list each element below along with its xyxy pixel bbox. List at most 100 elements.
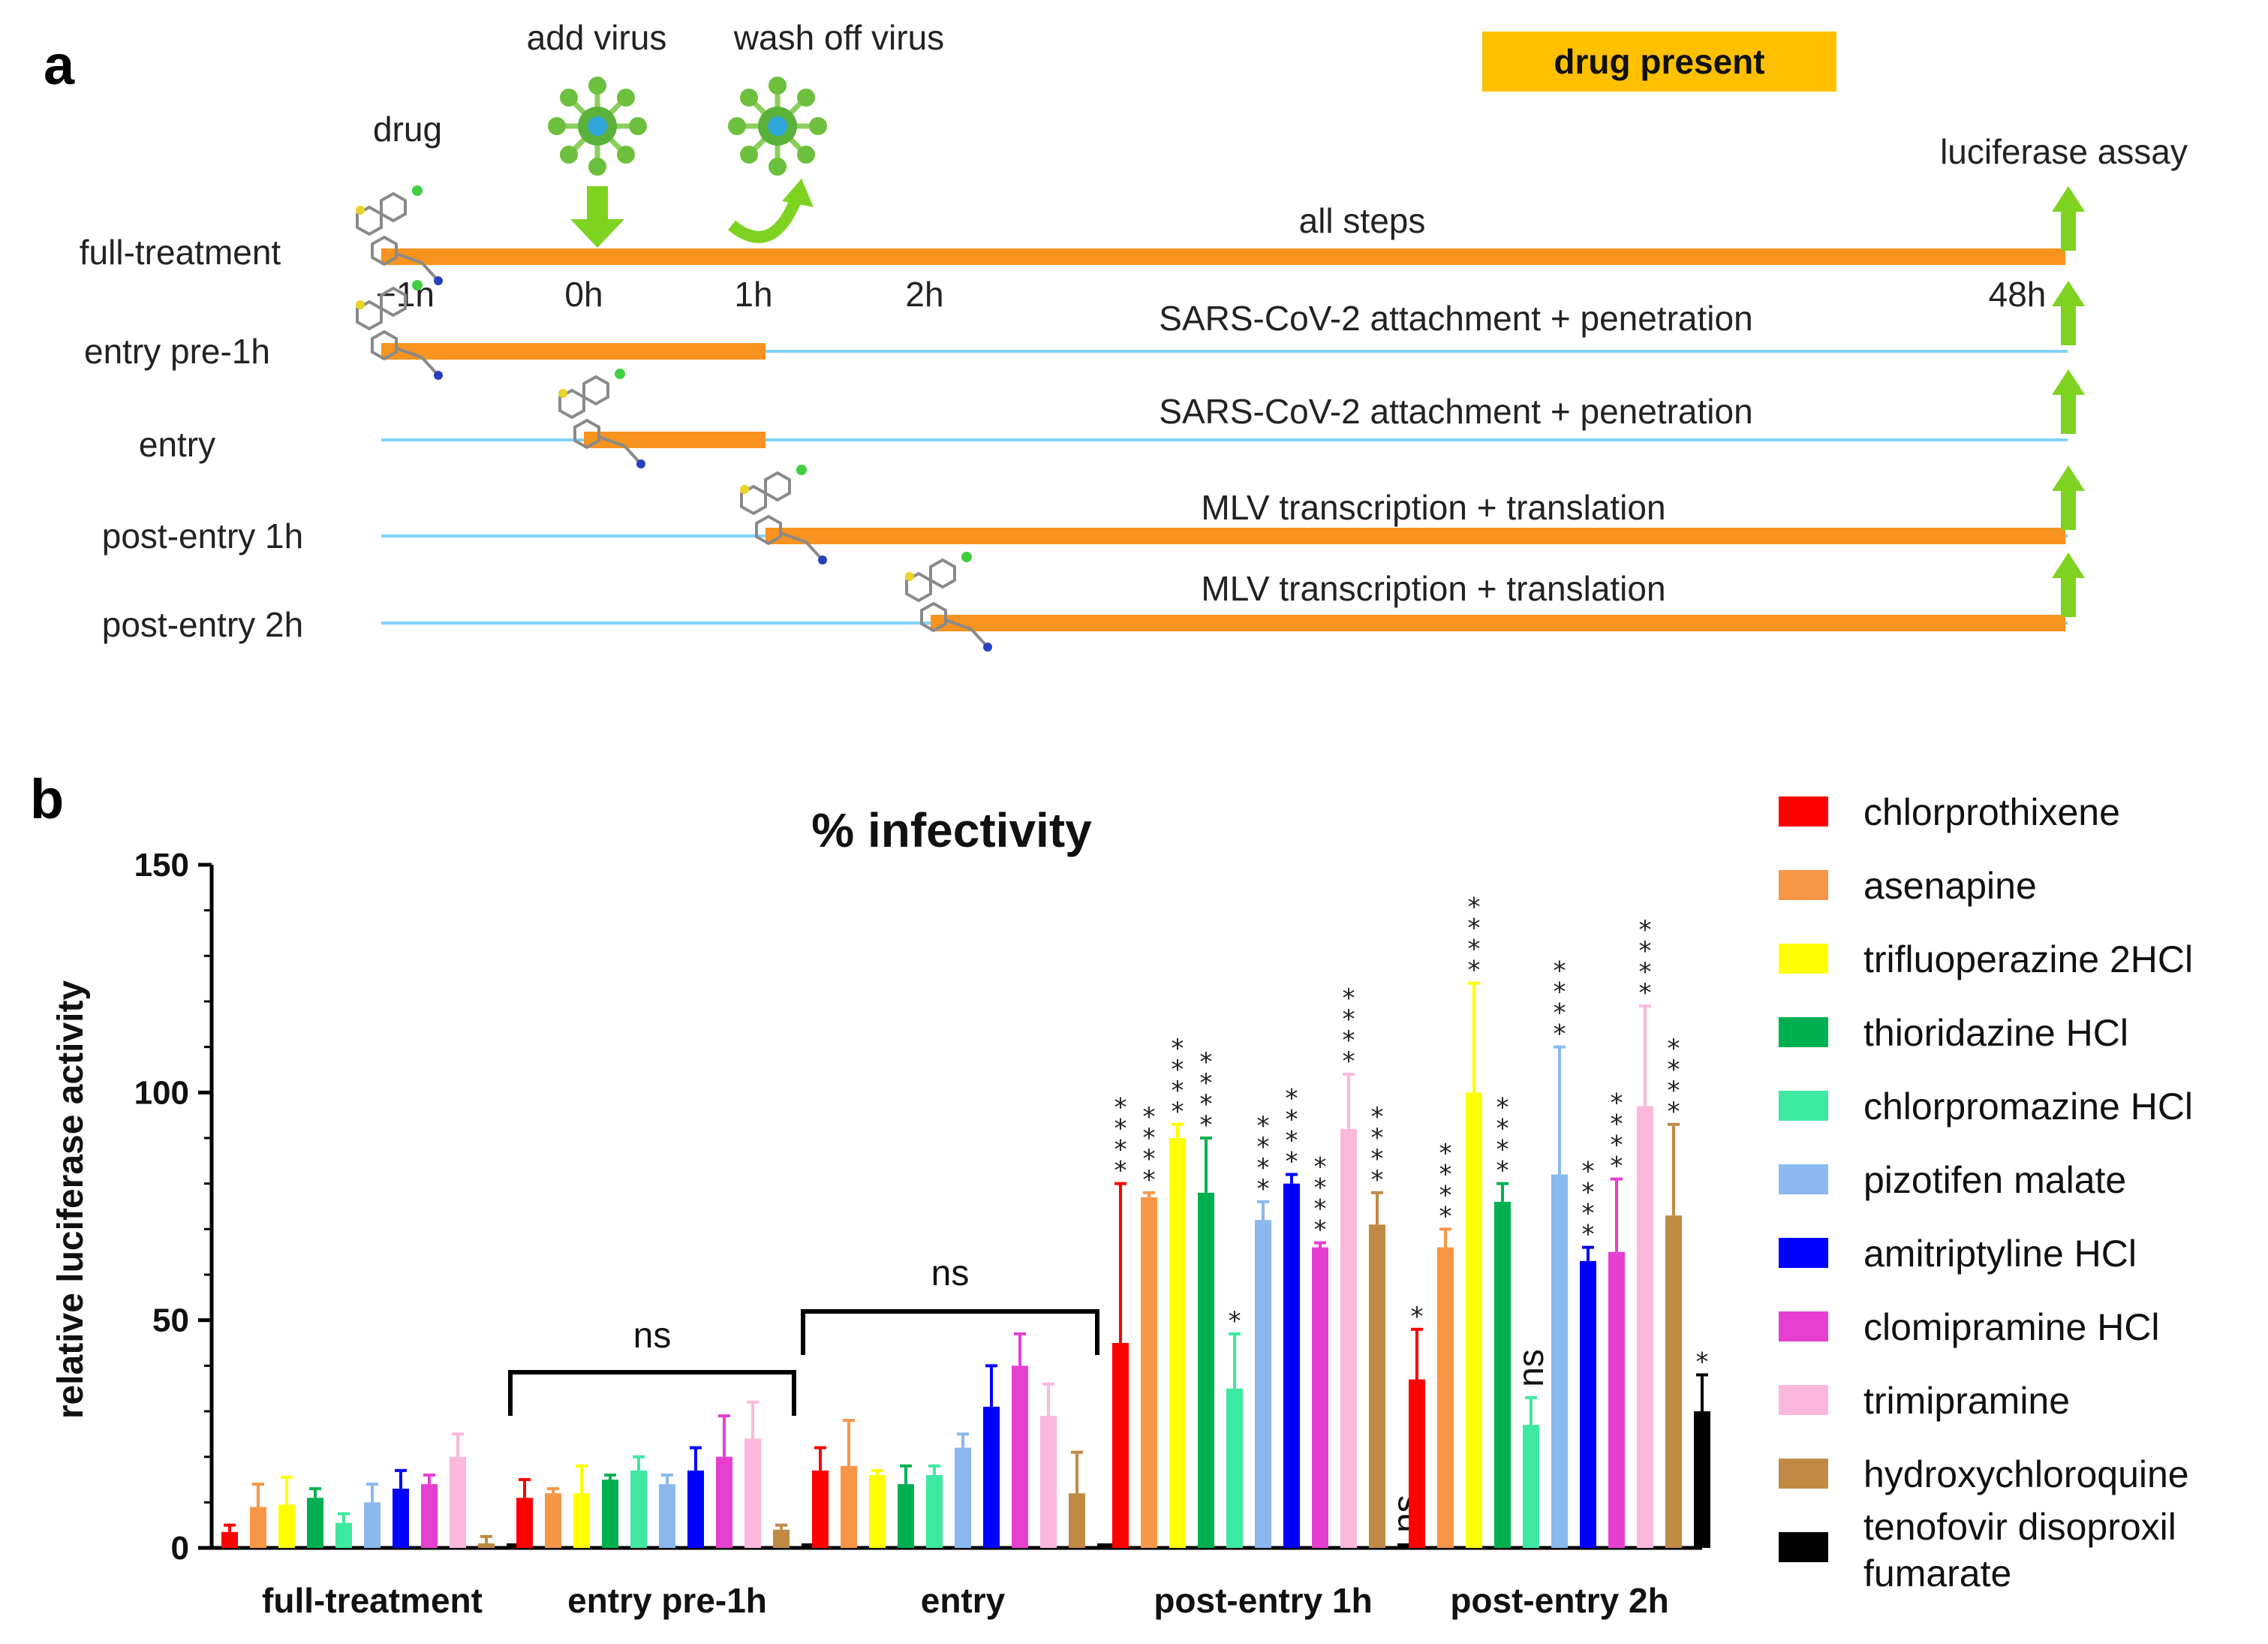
drug-present-bar — [584, 432, 766, 448]
significance-label: ns — [1511, 1349, 1551, 1387]
bar — [898, 1484, 914, 1548]
significance-star: * — [1439, 1201, 1452, 1231]
significance-star: * — [1496, 1156, 1509, 1186]
bar — [1012, 1365, 1028, 1548]
row-description: SARS-CoV-2 attachment + penetration — [1159, 392, 1752, 431]
bar — [1226, 1388, 1243, 1548]
significance-star: * — [1143, 1102, 1156, 1132]
bracket-label: ns — [633, 1316, 672, 1356]
bar — [773, 1529, 790, 1548]
bar — [1580, 1260, 1596, 1548]
y-tick-label: 100 — [134, 1074, 189, 1111]
significance-star: * — [1371, 1123, 1384, 1153]
y-tick-label: 50 — [152, 1302, 189, 1339]
significance-star: * — [1257, 1174, 1270, 1204]
x-category-label: entry pre-1h — [567, 1581, 767, 1620]
bar — [1409, 1379, 1425, 1548]
bar — [812, 1470, 829, 1548]
significance-star: * — [1114, 1135, 1127, 1165]
significance-star: * — [1314, 1152, 1327, 1182]
wash-off-label: wash off virus — [733, 18, 944, 57]
virus-icon-add — [548, 77, 647, 176]
bar — [450, 1456, 466, 1548]
significance-star: * — [1668, 1034, 1680, 1064]
significance-star: * — [1468, 914, 1481, 944]
bar — [630, 1470, 647, 1548]
luciferase-arrow-icon — [2052, 369, 2085, 434]
bar — [364, 1502, 381, 1548]
legend-label: chlorprothixene — [1863, 791, 2120, 833]
legend-label: hydroxychloroquine — [1863, 1453, 2189, 1495]
bar — [1312, 1247, 1328, 1548]
significance-star: * — [1172, 1076, 1184, 1106]
bar — [1283, 1183, 1300, 1548]
bar — [307, 1498, 323, 1548]
bar — [516, 1498, 533, 1548]
drug-present-label: drug present — [1554, 42, 1764, 81]
significance-star: * — [1371, 1165, 1384, 1195]
significance-star: * — [1496, 1114, 1509, 1144]
significance-star: * — [1496, 1135, 1509, 1165]
bar — [1112, 1343, 1129, 1548]
bar — [573, 1493, 590, 1548]
bar — [659, 1484, 675, 1548]
time-label: 48h — [1989, 275, 2047, 314]
significance-star: * — [1286, 1084, 1298, 1114]
significance-star: * — [1639, 915, 1652, 945]
bar — [602, 1480, 618, 1548]
y-tick-label: 0 — [171, 1530, 189, 1567]
significance-star: * — [1343, 1004, 1355, 1034]
bar — [687, 1470, 704, 1548]
bracket-label: ns — [931, 1254, 970, 1293]
bar — [1198, 1192, 1214, 1548]
drug-present-bar — [766, 528, 2065, 544]
drug-molecule-icon — [354, 184, 444, 287]
bar — [1466, 1092, 1482, 1548]
significance-star: * — [1143, 1165, 1156, 1195]
row-description: all steps — [1299, 201, 1426, 240]
significance-star: * — [1611, 1152, 1623, 1182]
drug-molecule-icon — [738, 463, 829, 566]
drug-label: drug — [373, 110, 442, 149]
bar — [955, 1447, 971, 1548]
significance-bracket — [801, 1309, 1099, 1355]
bar — [478, 1543, 495, 1548]
bar — [1040, 1416, 1057, 1548]
row-label: entry pre-1h — [84, 332, 270, 371]
bar — [869, 1474, 886, 1548]
significance-star: * — [1314, 1173, 1327, 1203]
significance-star: * — [1172, 1034, 1184, 1064]
significance-star: * — [1314, 1194, 1327, 1224]
legend-swatch — [1779, 796, 1828, 827]
significance-star: * — [1371, 1144, 1384, 1174]
significance-star: * — [1611, 1131, 1623, 1161]
y-tick-label: 150 — [134, 847, 189, 884]
panel-a-label: a — [44, 34, 75, 96]
bar — [1694, 1411, 1710, 1548]
bar — [1608, 1251, 1625, 1548]
significance-star: * — [1229, 1306, 1241, 1336]
virus-icon-wash — [728, 77, 827, 176]
bar — [278, 1504, 295, 1548]
significance-star: * — [1582, 1220, 1595, 1250]
time-label: 1h — [734, 275, 772, 314]
row-label: entry — [139, 425, 215, 464]
legend-label: amitriptyline HCl — [1863, 1233, 2137, 1275]
significance-star: * — [1114, 1114, 1127, 1144]
x-category-label: post-entry 1h — [1154, 1581, 1372, 1620]
bar — [221, 1531, 238, 1548]
significance-star: * — [1582, 1178, 1595, 1208]
legend-label: trimipramine — [1863, 1380, 2070, 1422]
bar — [507, 1543, 523, 1548]
bar — [1551, 1174, 1568, 1548]
time-label: 0h — [564, 275, 603, 314]
significance-star: * — [1468, 893, 1481, 923]
legend-label: trifluoperazine 2HCl — [1863, 938, 2193, 980]
significance-star: * — [1343, 1046, 1355, 1076]
bar — [841, 1465, 857, 1548]
chart-title: % infectivity — [811, 803, 1092, 857]
bar — [926, 1474, 943, 1548]
y-axis-label: relative luciferase activity — [51, 980, 91, 1420]
bar — [1637, 1106, 1653, 1548]
row-description: MLV transcription + translation — [1201, 488, 1665, 527]
